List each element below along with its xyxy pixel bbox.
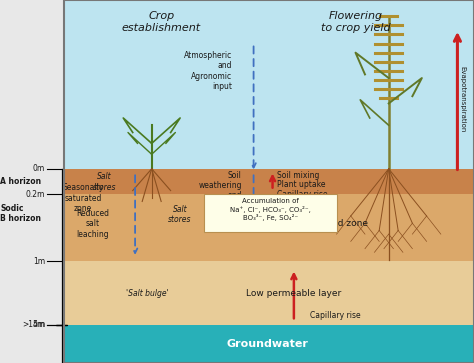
Text: Salt
stores: Salt stores [92, 172, 116, 192]
Text: Accumulation of
Na⁺, Cl⁻, HCO₃⁻, CO₃²⁻,
BO₃³⁻, Fe, SO₄²⁻: Accumulation of Na⁺, Cl⁻, HCO₃⁻, CO₃²⁻, … [230, 198, 310, 221]
Text: >15m: >15m [22, 321, 45, 329]
Text: 0m: 0m [33, 164, 45, 173]
FancyBboxPatch shape [204, 194, 337, 232]
Text: Salt
stores: Salt stores [168, 205, 192, 224]
Text: Seasonally
saturated
zone: Seasonally saturated zone [62, 183, 104, 213]
Text: Plant uptake
Capillary rise: Plant uptake Capillary rise [277, 180, 328, 199]
Text: 4m: 4m [33, 321, 45, 329]
Text: Soil mixing: Soil mixing [277, 171, 319, 180]
Text: Sodic
B horizon: Sodic B horizon [0, 204, 41, 223]
Text: Crop
establishment: Crop establishment [122, 11, 201, 33]
Text: A horizon: A horizon [0, 177, 41, 186]
Text: Flowering
to crop yield: Flowering to crop yield [321, 11, 390, 33]
Text: 'Salt bulge': 'Salt bulge' [126, 289, 168, 298]
Text: 1m: 1m [33, 257, 45, 266]
Bar [64, 0, 474, 169]
Bar [64, 261, 474, 325]
Text: Groundwater: Groundwater [227, 339, 309, 349]
Text: Soil
weathering
and
transport: Soil weathering and transport [198, 171, 242, 211]
Text: Capillary rise: Capillary rise [310, 311, 361, 320]
Text: Atmospheric
and
Agronomic
input: Atmospheric and Agronomic input [184, 51, 232, 91]
Text: Evapotranspiration: Evapotranspiration [459, 66, 465, 132]
Bar [64, 169, 474, 194]
Text: Reduced
salt
leaching: Reduced salt leaching [76, 209, 109, 238]
Bar [64, 325, 474, 363]
Text: Seasonally saturated zone: Seasonally saturated zone [248, 219, 368, 228]
Bar [64, 0, 474, 363]
Bar [64, 194, 474, 261]
Text: 0.2m: 0.2m [26, 190, 45, 199]
Text: Low permeable layer: Low permeable layer [246, 289, 341, 298]
